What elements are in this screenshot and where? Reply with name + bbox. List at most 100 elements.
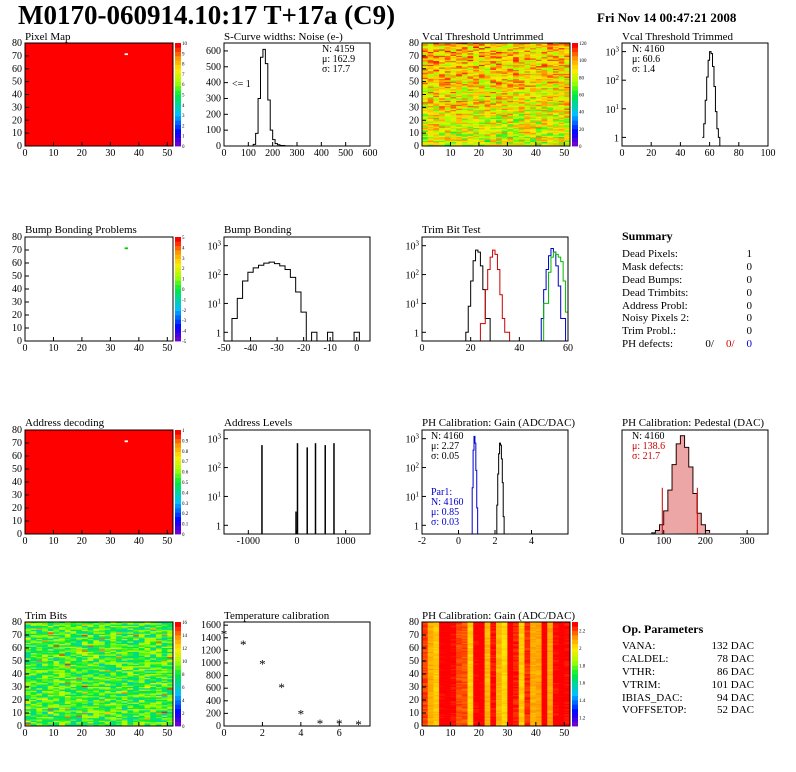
y-tick-label: 103 — [406, 240, 420, 253]
heatmap-cell — [467, 94, 474, 97]
heatmap-cell — [530, 102, 537, 104]
heatmap-cell — [47, 653, 54, 655]
heatmap-cell — [444, 43, 451, 45]
heatmap-cell — [513, 130, 520, 133]
heatmap-cell — [564, 72, 571, 75]
heatmap-cell — [36, 667, 43, 670]
heatmap-cell — [47, 692, 54, 694]
heatmap-cell — [496, 80, 502, 82]
heatmap-cell — [121, 629, 128, 632]
heatmap-cell — [427, 121, 434, 124]
heatmap-cell — [150, 633, 157, 636]
heatmap-cell — [467, 624, 474, 627]
heatmap-cell — [439, 72, 446, 75]
heatmap-cell — [518, 89, 525, 91]
heatmap-cell — [116, 697, 123, 699]
heatmap-cell — [501, 633, 508, 636]
heatmap-cell — [456, 72, 463, 75]
heatmap-cell — [150, 693, 157, 696]
heatmap-cell — [99, 676, 105, 679]
heatmap-cell — [144, 681, 151, 684]
heatmap-cell — [501, 100, 508, 103]
heatmap-cell — [42, 677, 49, 680]
heatmap-cell — [42, 633, 49, 636]
heatmap-cell — [30, 666, 37, 668]
heatmap-cell — [433, 77, 440, 80]
heatmap-cell — [518, 136, 525, 139]
heatmap-cell — [461, 98, 468, 100]
heatmap-cell — [167, 681, 174, 684]
heatmap-cells — [25, 622, 174, 727]
heatmap-cell — [155, 663, 162, 666]
heatmap-cell — [64, 693, 71, 696]
heatmap-cell — [155, 698, 162, 701]
heatmap-cell — [490, 93, 497, 95]
heatmap-cell — [507, 46, 514, 49]
heatmap-cell — [64, 692, 71, 694]
heatmap-cell — [564, 100, 571, 103]
heatmap-cell — [456, 622, 463, 624]
heatmap-cell — [490, 66, 497, 68]
heatmap-cell — [564, 125, 571, 127]
heatmap-cell — [547, 106, 554, 108]
heatmap-cell — [99, 654, 105, 657]
heatmap-cell — [47, 625, 54, 628]
heatmap-cell — [501, 106, 508, 108]
heatmap-cell — [484, 61, 491, 63]
heatmap-cell — [53, 687, 60, 689]
heatmap-cell — [513, 91, 520, 94]
heatmap-cell — [36, 692, 43, 694]
heatmap-cell — [564, 49, 571, 52]
heatmap-cell — [456, 70, 463, 72]
heatmap-cell — [496, 59, 502, 62]
heatmap-cell — [461, 85, 468, 88]
heatmap-cell — [507, 143, 514, 146]
heatmap-cell — [524, 130, 531, 133]
heatmap-cell — [558, 632, 565, 634]
heatmap-cell — [138, 650, 145, 653]
heatmap-cell — [116, 713, 123, 715]
heatmap-cell — [439, 46, 446, 49]
heatmap-cell — [461, 84, 468, 86]
heatmap-cell — [490, 130, 497, 133]
heatmap-cell — [433, 633, 440, 636]
heatmap-cell — [558, 135, 565, 138]
heatmap-cell — [478, 136, 485, 139]
heatmap-cell — [552, 99, 559, 102]
heatmap-cell — [133, 684, 140, 686]
heatmap-cell — [127, 638, 134, 641]
heatmap-cell — [127, 676, 134, 679]
heatmap-cell — [81, 638, 88, 641]
heatmap-cell — [87, 672, 94, 675]
heatmap-cell — [564, 43, 571, 45]
heatmap-cell — [467, 79, 474, 81]
heatmap-cell — [422, 79, 428, 81]
heatmap-cell — [444, 138, 451, 140]
heatmap-cell — [93, 624, 100, 627]
heatmap-cell — [450, 107, 457, 109]
heatmap-cell — [478, 55, 485, 58]
heatmap-cell — [518, 623, 525, 625]
heatmap-cell — [530, 125, 537, 127]
heatmap-cell — [444, 76, 451, 79]
heatmap-cell — [535, 629, 542, 632]
y-tick-label: 20 — [12, 503, 22, 514]
heatmap-cell — [104, 684, 111, 686]
heatmap-cell — [47, 707, 54, 710]
heatmap-cell — [535, 109, 542, 112]
heatmap-cell — [36, 705, 43, 707]
heatmap-cell — [110, 653, 117, 655]
heatmap-cell — [30, 705, 37, 707]
colorbar-tick-label: 8 — [182, 63, 185, 68]
heatmap-cell — [127, 648, 134, 650]
heatmap-cell — [133, 683, 140, 685]
heatmap-cell — [161, 625, 168, 628]
y-tick-label: 102 — [406, 462, 420, 475]
heatmap-cell — [104, 654, 111, 657]
heatmap-cell — [93, 677, 100, 680]
heatmap-cell — [427, 85, 434, 88]
page-title: M0170-060914.10:17 T+17a (C9) — [18, 0, 396, 30]
heatmap-cell — [133, 649, 140, 651]
heatmap-cell — [133, 654, 140, 657]
heatmap-cell — [530, 76, 537, 79]
